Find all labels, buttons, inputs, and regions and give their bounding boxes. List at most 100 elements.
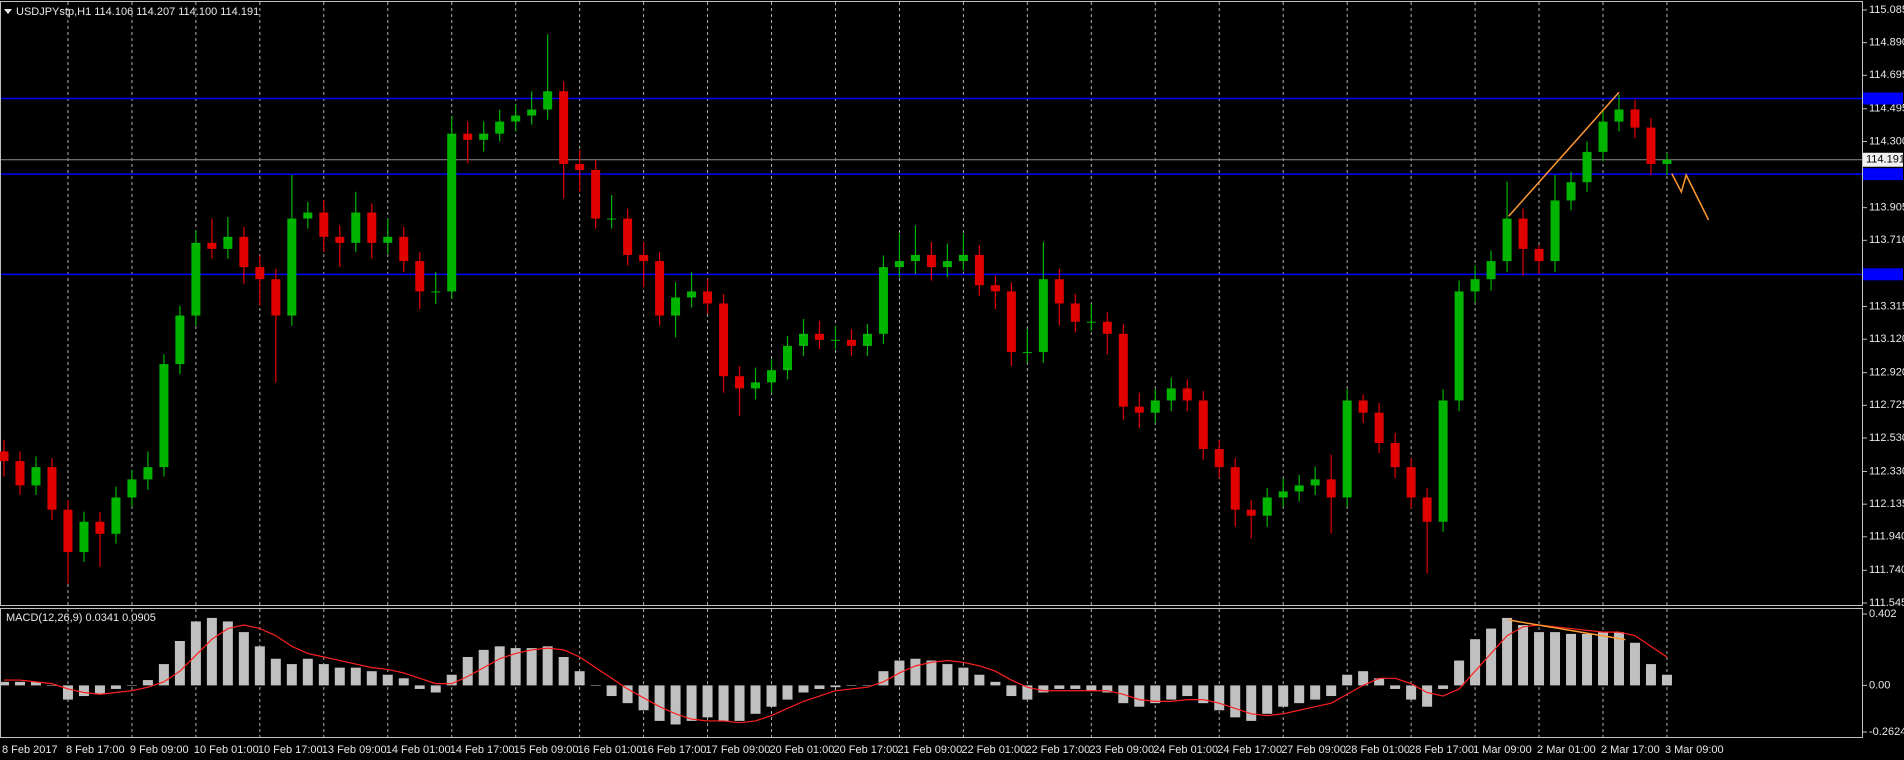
histogram-bar <box>1342 674 1353 686</box>
x-tick-label: 14 Feb 01:00 <box>386 744 451 756</box>
last-price-label: 114.191 <box>1866 154 1904 166</box>
macd-panel <box>0 608 1863 738</box>
candle-body <box>1486 261 1496 280</box>
candle-body <box>1310 479 1320 486</box>
candle-body <box>1182 388 1192 401</box>
histogram-bar <box>1326 685 1337 697</box>
candle-body <box>1374 412 1384 444</box>
histogram-bar <box>846 685 857 686</box>
y-tick-label: 114.300 <box>1869 135 1904 147</box>
candle-body <box>1246 509 1256 516</box>
histogram-bar <box>14 681 25 686</box>
histogram-bar <box>910 658 921 686</box>
histogram-bar <box>798 685 809 693</box>
histogram-bar <box>526 648 537 686</box>
histogram-bar <box>1374 678 1385 686</box>
histogram-bar <box>1390 685 1401 689</box>
candle-body <box>159 364 169 468</box>
x-tick-label: 16 Feb 01:00 <box>578 744 643 756</box>
y-tick-label: 111.740 <box>1869 564 1904 576</box>
histogram-bar <box>366 671 377 686</box>
x-tick-label: 22 Feb 01:00 <box>961 744 1026 756</box>
candle-body <box>1502 218 1512 262</box>
histogram-bar <box>1422 685 1433 707</box>
candle-body <box>1534 248 1544 262</box>
horizontal-line-tag <box>1863 168 1903 181</box>
x-tick-label: 23 Feb 09:00 <box>1089 744 1154 756</box>
histogram-bar <box>878 671 889 686</box>
histogram-bar <box>862 685 873 686</box>
histogram-bar <box>750 685 761 714</box>
histogram-bar <box>1134 685 1145 707</box>
histogram-bar <box>1613 632 1624 686</box>
histogram-bar <box>590 685 601 686</box>
x-tick-label: 2 Mar 17:00 <box>1601 744 1660 756</box>
histogram-bar <box>766 685 777 707</box>
histogram-bar <box>974 674 985 686</box>
candle-body <box>1598 121 1608 152</box>
candle-body <box>1102 321 1112 334</box>
y-tick-label: 112.530 <box>1869 432 1904 444</box>
x-tick-label: 28 Feb 01:00 <box>1345 744 1410 756</box>
candle-body <box>1646 127 1656 164</box>
candle-body <box>623 218 633 255</box>
main-panel <box>0 1 1863 606</box>
histogram-bar <box>1278 685 1289 707</box>
histogram-bar <box>1102 685 1113 693</box>
candle-body <box>175 315 185 365</box>
x-tick-label: 10 Feb 01:00 <box>194 744 259 756</box>
candle-body <box>383 236 393 243</box>
candle-body <box>1550 200 1560 262</box>
candle-body <box>287 218 297 316</box>
candle-body <box>1118 333 1128 407</box>
histogram-bar <box>222 621 233 686</box>
histogram-bar <box>430 685 441 693</box>
y-tick-label: 113.905 <box>1869 202 1904 214</box>
y-tick-label: 114.695 <box>1869 69 1904 81</box>
candle-body <box>255 267 265 280</box>
histogram-bar <box>318 664 329 686</box>
histogram-bar <box>782 685 793 700</box>
x-tick-label: 16 Feb 17:00 <box>642 744 707 756</box>
histogram-bar <box>606 685 617 697</box>
histogram-bar <box>814 685 825 689</box>
candle-body <box>223 236 233 249</box>
y-tick-label: 112.920 <box>1869 367 1904 379</box>
candle-body <box>1422 497 1432 522</box>
x-tick-label: 21 Feb 09:00 <box>897 744 962 756</box>
candle-body <box>799 333 808 346</box>
candle-body <box>559 91 569 164</box>
candle-body <box>942 261 952 268</box>
histogram-bar <box>1661 674 1672 686</box>
candle-body <box>1054 279 1064 304</box>
y-tick-label: 115.085 <box>1869 4 1904 16</box>
menu-icon[interactable] <box>4 9 12 14</box>
candle-body <box>910 254 920 262</box>
histogram-bar <box>926 660 937 686</box>
candle-body <box>1294 485 1304 492</box>
histogram-bar <box>462 656 473 686</box>
macd-title: MACD(12,26,9) 0.0341 0.0905 <box>6 612 156 624</box>
histogram-bar <box>142 680 153 686</box>
candle-body <box>687 291 697 298</box>
candle-body <box>575 163 585 170</box>
candle-body <box>1262 497 1272 516</box>
candle-body <box>1326 479 1336 498</box>
y-tick-label: 114.890 <box>1869 37 1904 49</box>
x-tick-label: 24 Feb 01:00 <box>1153 744 1218 756</box>
candle-body <box>47 467 57 510</box>
histogram-bar <box>1518 625 1529 686</box>
histogram-bar <box>1070 685 1081 689</box>
candle-body <box>783 345 793 371</box>
x-tick-label: 13 Feb 09:00 <box>322 744 387 756</box>
candle-body <box>335 236 345 243</box>
x-tick-label: 27 Feb 09:00 <box>1281 744 1346 756</box>
histogram-bar <box>286 664 297 686</box>
candle-body <box>367 212 377 243</box>
histogram-bar <box>254 646 265 686</box>
trendline <box>1508 91 1620 217</box>
histogram-bar <box>174 640 185 686</box>
histogram-bar <box>510 648 521 686</box>
y-tick-label: 112.135 <box>1869 498 1904 510</box>
candle-body <box>1342 400 1352 498</box>
